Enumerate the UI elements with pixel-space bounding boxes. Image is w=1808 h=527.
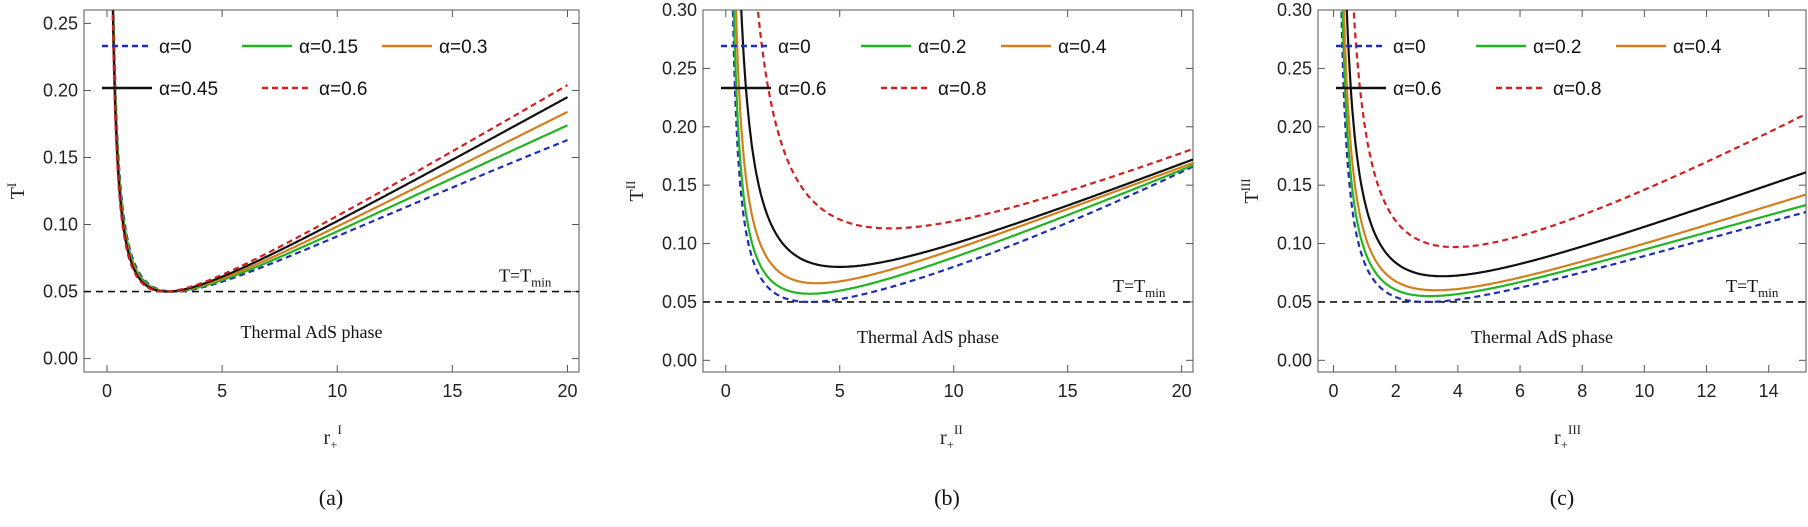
x-tick-label: 4 (1453, 381, 1463, 401)
series-line-5 (111, 10, 568, 293)
legend-label: α=0 (1393, 37, 1426, 58)
y-tick-label: 0.05 (1277, 292, 1312, 312)
legend-label: α=0.6 (778, 79, 827, 100)
series-line-5 (1352, 10, 1806, 249)
x-tick-label: 2 (1391, 381, 1401, 401)
legend-label: α=0.45 (159, 79, 218, 100)
series-line-4 (1345, 10, 1806, 278)
panel-caption: (b) (934, 485, 960, 510)
x-axis-title: r+I (324, 422, 342, 452)
x-tick-label: 10 (944, 381, 964, 401)
x-tick-label: 8 (1577, 381, 1587, 401)
y-tick-label: 0.10 (1277, 234, 1312, 254)
series-group (111, 10, 569, 293)
x-axis-title: r+III (1554, 422, 1581, 452)
y-tick-label: 0.10 (662, 234, 697, 254)
x-tick-label: 10 (327, 381, 347, 401)
region-label: Thermal AdS phase (1471, 327, 1613, 347)
y-axis-title: TII (623, 181, 648, 202)
region-label: Thermal AdS phase (241, 322, 383, 342)
legend-label: α=0.3 (439, 37, 488, 58)
series-line-3 (1342, 10, 1806, 292)
series-line-5 (756, 10, 1193, 230)
y-tick-label: 0.30 (662, 0, 697, 20)
panel-caption: (a) (319, 485, 343, 510)
y-axis-title: TI (4, 183, 29, 200)
tmin-label: T=Tmin (1113, 276, 1166, 300)
legend-label: α=0.15 (299, 37, 358, 58)
y-tick-label: 0.05 (43, 282, 78, 302)
y-tick-label: 0.00 (43, 349, 78, 369)
series-line-1 (731, 10, 1193, 303)
y-tick-label: 0.00 (662, 350, 697, 370)
chart-panel-3: 0 2 4 6 8 10 12 14 0.00 0.05 0.10 0.15 0.20 0.25 0.30 T… (1238, 0, 1807, 510)
legend-label: α=0 (159, 37, 192, 58)
chart-panel-1: 0 5 10 15 20 0.00 0.05 0.10 0.15 0.20 0.25 T=Tmin Th… (4, 9, 580, 510)
y-axis-title: TIII (1238, 178, 1263, 203)
y-tick-label: 0.25 (43, 13, 78, 33)
x-tick-label: 6 (1515, 381, 1525, 401)
x-tick-label: 20 (557, 381, 577, 401)
y-tick-label: 0.15 (662, 175, 697, 195)
y-tick-label: 0.20 (1277, 117, 1312, 137)
y-tick-label: 0.20 (662, 117, 697, 137)
y-tick-label: 0.15 (1277, 175, 1312, 195)
plot-frame (702, 9, 1194, 373)
y-tick-label: 0.25 (662, 58, 697, 78)
x-tick-label: 5 (217, 381, 227, 401)
x-tick-label: 0 (721, 381, 731, 401)
y-tick-label: 0.10 (43, 215, 78, 235)
y-tick-label: 0.25 (1277, 58, 1312, 78)
legend-label: α=0.8 (938, 79, 987, 100)
y-tick-label: 0.00 (1277, 350, 1312, 370)
tmin-label: T=Tmin (499, 266, 552, 290)
series-line-2 (1341, 10, 1806, 298)
y-tick-label: 0.05 (662, 292, 697, 312)
series-group (1340, 10, 1806, 303)
region-label: Thermal AdS phase (857, 327, 999, 347)
plot-frame (1317, 9, 1807, 373)
tmin-label: T=Tmin (1726, 276, 1779, 300)
series-line-4 (740, 10, 1193, 268)
x-tick-label: 20 (1172, 381, 1192, 401)
legend-label: α=0.6 (1393, 79, 1442, 100)
x-tick-label: 12 (1697, 381, 1717, 401)
legend-label: α=0.4 (1058, 37, 1107, 58)
x-tick-label: 14 (1759, 381, 1779, 401)
series-line-1 (1340, 10, 1806, 303)
legend-label: α=0.4 (1673, 37, 1722, 58)
y-tick-label: 0.20 (43, 80, 78, 100)
plot-frame (83, 9, 580, 373)
legend-label: α=0 (778, 37, 811, 58)
panel-caption: (c) (1550, 485, 1574, 510)
x-axis-title: r+II (940, 422, 963, 452)
series-group (731, 10, 1193, 303)
x-tick-label: 10 (1634, 381, 1654, 401)
x-tick-label: 5 (835, 381, 845, 401)
legend-label: α=0.2 (918, 37, 967, 58)
legend-label: α=0.2 (1533, 37, 1582, 58)
x-tick-label: 0 (102, 381, 112, 401)
y-tick-label: 0.30 (1277, 0, 1312, 20)
series-line-4 (111, 10, 569, 293)
y-tick-label: 0.15 (43, 147, 78, 167)
x-tick-label: 0 (1329, 381, 1339, 401)
series-line-2 (732, 10, 1193, 295)
x-tick-label: 15 (442, 381, 462, 401)
chart-panel-2: 0 5 10 15 20 0.00 0.05 0.10 0.15 0.20 0.25 0.30 T=Tm… (623, 0, 1194, 510)
legend-label: α=0.6 (319, 79, 368, 100)
legend-label: α=0.8 (1553, 79, 1602, 100)
x-tick-label: 15 (1058, 381, 1078, 401)
series-line-3 (734, 10, 1193, 285)
